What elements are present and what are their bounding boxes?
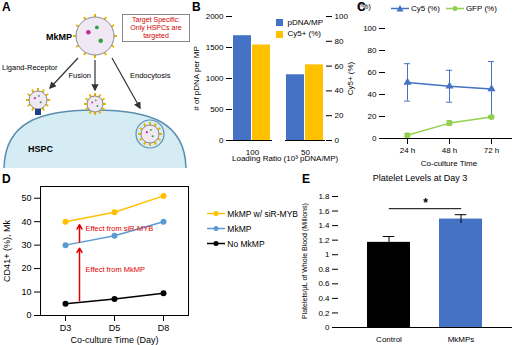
svg-text:20: 20 — [335, 111, 344, 120]
svg-text:1500: 1500 — [206, 43, 224, 52]
svg-text:0: 0 — [325, 323, 330, 332]
svg-text:1.6: 1.6 — [318, 207, 330, 216]
svg-text:Co-culture Time (Day): Co-culture Time (Day) — [70, 335, 158, 345]
svg-text:MkMPs: MkMPs — [448, 335, 475, 344]
svg-text:40: 40 — [368, 90, 377, 99]
svg-text:1.8: 1.8 — [318, 192, 330, 201]
svg-text:0.8: 0.8 — [318, 265, 330, 274]
svg-text:HSPC: HSPC — [28, 144, 54, 154]
svg-text:MkMP: MkMP — [46, 32, 72, 42]
svg-text:40: 40 — [335, 86, 344, 95]
svg-text:D5: D5 — [109, 323, 121, 333]
svg-text:*: * — [423, 196, 428, 210]
svg-text:0.2: 0.2 — [318, 309, 330, 318]
svg-text:Endocytosis: Endocytosis — [130, 71, 171, 80]
svg-text:20: 20 — [21, 263, 31, 273]
svg-text:Ligand-Receptor: Ligand-Receptor — [2, 63, 58, 72]
svg-text:80: 80 — [335, 37, 344, 46]
svg-text:48 h: 48 h — [442, 146, 458, 155]
svg-text:CD41+ (%), Mk: CD41+ (%), Mk — [2, 220, 12, 282]
svg-text:24 h: 24 h — [400, 146, 416, 155]
svg-text:0.4: 0.4 — [318, 294, 330, 303]
svg-text:30: 30 — [21, 240, 31, 250]
svg-text:40: 40 — [21, 217, 31, 227]
svg-text:Effect from siR-MYB: Effect from siR-MYB — [86, 224, 154, 233]
svg-text:1: 1 — [325, 250, 330, 259]
svg-text:Effect from MkMP: Effect from MkMP — [86, 265, 145, 274]
svg-text:0.6: 0.6 — [318, 279, 330, 288]
svg-text:0: 0 — [372, 134, 377, 143]
svg-text:60: 60 — [368, 68, 377, 77]
svg-text:Cy5+ (%): Cy5+ (%) — [346, 61, 355, 95]
svg-text:1.2: 1.2 — [318, 236, 330, 245]
svg-text:500: 500 — [210, 105, 224, 114]
svg-text:D3: D3 — [60, 323, 72, 333]
svg-text:Co-culture Time: Co-culture Time — [421, 159, 478, 168]
svg-text:0: 0 — [219, 136, 224, 145]
svg-text:Control: Control — [376, 335, 402, 344]
svg-text:1.4: 1.4 — [318, 221, 330, 230]
svg-text:1000: 1000 — [206, 74, 224, 83]
svg-text:100: 100 — [363, 24, 377, 33]
svg-text:Fusion: Fusion — [68, 71, 91, 80]
svg-text:0: 0 — [26, 310, 31, 320]
svg-text:100: 100 — [335, 12, 349, 21]
svg-text:# of pDNA per MP: # of pDNA per MP — [192, 46, 201, 110]
svg-text:60: 60 — [335, 62, 344, 71]
svg-text:2000: 2000 — [206, 12, 224, 21]
svg-text:20: 20 — [368, 112, 377, 121]
svg-text:10: 10 — [21, 287, 31, 297]
svg-text:72 h: 72 h — [484, 146, 500, 155]
svg-text:0: 0 — [335, 136, 340, 145]
svg-text:80: 80 — [368, 46, 377, 55]
svg-text:50: 50 — [21, 193, 31, 203]
svg-text:D8: D8 — [158, 323, 170, 333]
